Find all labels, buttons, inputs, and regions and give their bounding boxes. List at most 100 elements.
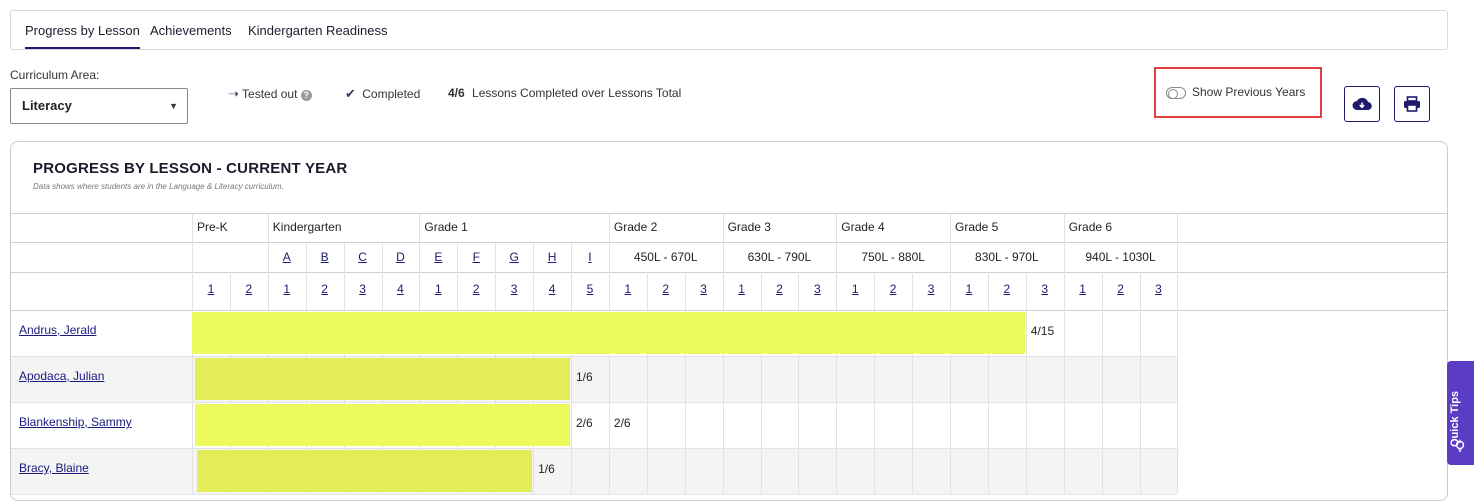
tab-progress-by-lesson[interactable]: Progress by Lesson xyxy=(25,11,140,49)
progress-bar xyxy=(192,312,1025,354)
download-button[interactable] xyxy=(1344,86,1380,122)
book-level-header[interactable]: I xyxy=(588,250,592,264)
grid-line xyxy=(571,272,572,494)
help-icon[interactable]: ? xyxy=(300,90,312,101)
book-level-header[interactable]: G xyxy=(509,250,519,264)
grid-line xyxy=(1063,272,1065,494)
grid-line xyxy=(760,272,762,494)
legend-completed: ✔ Completed xyxy=(345,86,420,102)
table-row-background xyxy=(11,356,1178,402)
lesson-group-link[interactable]: 2 xyxy=(245,282,253,296)
lesson-group-link[interactable]: 3 xyxy=(700,282,707,296)
lesson-group-link[interactable]: 1 xyxy=(283,282,291,296)
grid-line xyxy=(1101,272,1103,494)
grid-line xyxy=(267,213,269,242)
tab-bar: Progress by Lesson Achievements Kinderga… xyxy=(10,10,1448,50)
grid-line xyxy=(533,242,535,272)
grid-line xyxy=(381,242,383,272)
lesson-group-link[interactable]: 4 xyxy=(548,282,556,296)
book-level-header[interactable]: F xyxy=(472,250,480,264)
grid-line xyxy=(1139,272,1141,494)
grid-line xyxy=(874,272,876,494)
legend-ratio-text: Lessons Completed over Lessons Total xyxy=(472,86,682,100)
curriculum-area-select[interactable]: Literacy ▼ xyxy=(10,88,188,124)
grade-header: Grade 1 xyxy=(424,220,468,234)
student-name-link[interactable]: Blankenship, Sammy xyxy=(19,415,132,429)
grade-header: Grade 3 xyxy=(727,220,771,234)
grade-header: Grade 5 xyxy=(955,220,999,234)
grid-line xyxy=(798,272,800,494)
student-name-link[interactable]: Bracy, Blaine xyxy=(19,461,89,475)
tab-achievements[interactable]: Achievements xyxy=(150,23,232,38)
lightbulb-icon xyxy=(1455,440,1465,452)
table-row-background xyxy=(11,448,1178,494)
grade-header: Pre-K xyxy=(197,220,228,234)
book-level-header[interactable]: H xyxy=(547,250,557,264)
book-level-header[interactable]: E xyxy=(434,250,443,264)
grid-line xyxy=(495,242,497,272)
show-previous-years-toggle[interactable] xyxy=(1166,87,1186,99)
grid-line xyxy=(1177,242,1179,272)
print-button[interactable] xyxy=(1394,86,1430,122)
legend-tested-out: ➝ Tested out ? xyxy=(228,86,312,102)
progress-panel: PROGRESS BY LESSON - CURRENT YEAR Data s… xyxy=(10,141,1448,501)
grid-line xyxy=(571,242,572,272)
lesson-group-link[interactable]: 3 xyxy=(927,282,935,296)
lesson-group-link[interactable]: 2 xyxy=(889,282,897,296)
book-level-header[interactable]: B xyxy=(320,250,329,264)
lesson-group-link[interactable]: 3 xyxy=(359,282,366,296)
lesson-group-link[interactable]: 2 xyxy=(776,282,783,296)
grid-line xyxy=(1177,272,1179,494)
lesson-group-link[interactable]: 3 xyxy=(510,282,518,296)
lesson-group-link[interactable]: 1 xyxy=(434,282,442,296)
grid-line xyxy=(836,242,838,272)
lessons-completed-count: 2/6 xyxy=(576,416,593,430)
student-name-link[interactable]: Apodaca, Julian xyxy=(19,369,105,383)
grid-line xyxy=(722,272,724,494)
lesson-group-link[interactable]: 2 xyxy=(321,282,328,296)
lesson-group-link[interactable]: 1 xyxy=(851,282,859,296)
lesson-group-link[interactable]: 2 xyxy=(662,282,670,296)
lesson-group-link[interactable]: 1 xyxy=(965,282,973,296)
grid-line xyxy=(11,272,1447,273)
lesson-group-link[interactable]: 3 xyxy=(1041,282,1049,296)
grid-line xyxy=(192,213,193,242)
lesson-group-link[interactable]: 5 xyxy=(586,282,594,296)
grid-line xyxy=(836,213,838,242)
lessons-completed-count: 2/6 xyxy=(613,416,631,430)
caret-down-icon: ▼ xyxy=(169,101,178,111)
grid-line xyxy=(419,242,421,272)
grid-line xyxy=(1063,242,1065,272)
progress-bar xyxy=(195,404,570,446)
lesson-group-link[interactable]: 1 xyxy=(1079,282,1086,296)
lesson-group-link[interactable]: 4 xyxy=(397,282,404,296)
book-level-header[interactable]: D xyxy=(396,250,405,264)
grid-line xyxy=(11,213,1447,214)
grid-line xyxy=(608,242,610,272)
book-level-header[interactable]: A xyxy=(282,250,291,264)
lesson-group-link[interactable]: 2 xyxy=(1003,282,1011,296)
book-level-header[interactable]: C xyxy=(358,250,367,264)
lesson-group-link[interactable]: 2 xyxy=(472,282,480,296)
lesson-group-link[interactable]: 2 xyxy=(1117,282,1124,296)
arrow-right-icon: ➝ xyxy=(228,86,239,101)
student-name-link[interactable]: Andrus, Jerald xyxy=(19,323,97,337)
grid-line xyxy=(11,448,1178,449)
lessons-completed-count: 4/15 xyxy=(1030,324,1055,338)
lesson-group-link[interactable]: 3 xyxy=(813,282,821,296)
grid-line xyxy=(1025,272,1027,494)
quick-tips-button[interactable]: Quick Tips xyxy=(1447,361,1474,465)
grid-line xyxy=(950,242,951,272)
grid-line xyxy=(950,213,951,242)
book-level-header: 830L - 970L xyxy=(975,250,1039,264)
grid-line xyxy=(343,242,345,272)
grid-line xyxy=(267,242,269,272)
lesson-group-link[interactable]: 3 xyxy=(1155,282,1162,296)
grid-line xyxy=(192,272,193,494)
lesson-group-link[interactable]: 1 xyxy=(624,282,632,296)
lesson-group-link[interactable]: 1 xyxy=(207,282,215,296)
quick-tips-label: Quick Tips xyxy=(1449,390,1461,447)
tab-kindergarten-readiness[interactable]: Kindergarten Readiness xyxy=(248,23,388,38)
lesson-group-link[interactable]: 1 xyxy=(738,282,745,296)
book-level-header: 750L - 880L xyxy=(861,250,925,264)
